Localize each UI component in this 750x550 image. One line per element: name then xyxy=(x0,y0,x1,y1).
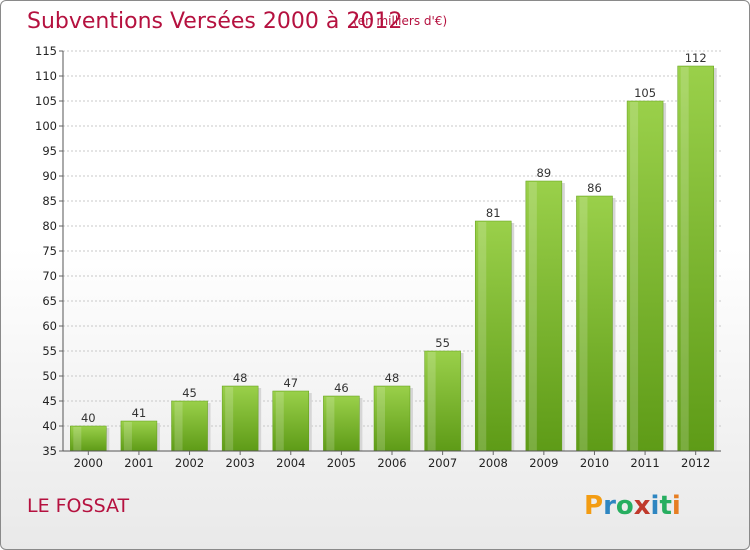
y-tick-label: 60 xyxy=(42,319,57,333)
y-tick-label: 105 xyxy=(35,94,57,108)
y-tick-label: 35 xyxy=(42,444,57,458)
bar-highlight xyxy=(123,422,132,451)
bar-highlight xyxy=(73,427,82,451)
y-tick-label: 45 xyxy=(42,394,57,408)
x-tick-label: 2003 xyxy=(226,456,255,470)
x-tick-label: 2012 xyxy=(681,456,710,470)
bar-value-label: 55 xyxy=(435,336,450,350)
bar-value-label: 86 xyxy=(587,181,602,195)
bar-value-label: 41 xyxy=(132,406,147,420)
y-tick-label: 50 xyxy=(42,369,57,383)
logo-letter: t xyxy=(659,491,672,521)
y-tick-label: 70 xyxy=(42,269,57,283)
bar-2003 xyxy=(221,385,259,452)
y-tick-label: 85 xyxy=(42,194,57,208)
y-tick-label: 90 xyxy=(42,169,57,183)
bar-highlight xyxy=(377,387,385,451)
y-tick-label: 115 xyxy=(35,44,57,58)
y-tick-label: 95 xyxy=(42,144,57,158)
bar-value-label: 45 xyxy=(182,386,197,400)
x-tick-label: 2001 xyxy=(124,456,153,470)
bar-2000 xyxy=(70,425,107,452)
bar-highlight xyxy=(174,402,183,451)
logo-letter: r xyxy=(603,491,616,521)
y-tick-label: 65 xyxy=(42,294,57,308)
bar-highlight xyxy=(478,222,487,451)
commune-name: LE FOSSAT xyxy=(27,495,130,517)
bar-2011 xyxy=(626,100,664,452)
x-tick-label: 2004 xyxy=(276,456,305,470)
logo-letter: x xyxy=(633,491,651,521)
chart-unit: (en milliers d'€) xyxy=(353,14,448,28)
y-tick-label: 40 xyxy=(42,419,57,433)
bar-2012 xyxy=(677,65,714,452)
y-tick-label: 110 xyxy=(35,69,57,83)
logo-letter: i xyxy=(671,491,681,521)
bar-2004 xyxy=(272,390,310,452)
bar-value-label: 46 xyxy=(334,381,349,395)
bar-2008 xyxy=(474,220,512,452)
bar-2006 xyxy=(373,385,411,452)
x-tick-label: 2005 xyxy=(327,456,356,470)
logo-letter: P xyxy=(584,491,604,521)
bar-2009 xyxy=(525,180,563,452)
proxiti-logo: Proxiti xyxy=(584,491,681,521)
bar-highlight xyxy=(275,392,284,451)
bar-value-label: 47 xyxy=(283,376,298,390)
x-tick-label: 2008 xyxy=(479,456,508,470)
bar-highlight xyxy=(225,387,234,451)
bar-highlight xyxy=(630,102,639,451)
bar-value-label: 105 xyxy=(634,86,656,100)
bar-highlight xyxy=(427,352,436,451)
bar-2001 xyxy=(120,420,158,452)
bar-2007 xyxy=(424,350,461,452)
y-tick-label: 55 xyxy=(42,344,57,358)
y-tick-label: 100 xyxy=(35,119,57,133)
x-tick-label: 2007 xyxy=(428,456,457,470)
bar-2010 xyxy=(576,195,613,452)
x-tick-label: 2002 xyxy=(175,456,204,470)
bar-2005 xyxy=(323,395,360,452)
logo-letter: o xyxy=(615,491,634,521)
y-tick-label: 75 xyxy=(42,244,57,258)
bar-highlight xyxy=(326,397,335,451)
x-tick-label: 2009 xyxy=(529,456,558,470)
bar-highlight xyxy=(528,182,537,451)
bar-value-label: 48 xyxy=(233,371,248,385)
logo-letter: i xyxy=(650,491,660,521)
x-tick-label: 2011 xyxy=(630,456,659,470)
bar-highlight xyxy=(680,67,689,451)
bar-highlight xyxy=(579,197,588,451)
x-tick-label: 2000 xyxy=(74,456,103,470)
bar-value-label: 40 xyxy=(81,411,96,425)
x-tick-label: 2010 xyxy=(580,456,609,470)
bar-value-label: 48 xyxy=(385,371,400,385)
y-tick-label: 80 xyxy=(42,219,57,233)
x-tick-label: 2006 xyxy=(377,456,406,470)
bar-2002 xyxy=(171,400,208,452)
bar-value-label: 112 xyxy=(685,51,707,65)
bar-value-label: 81 xyxy=(486,206,501,220)
bar-value-label: 89 xyxy=(537,166,552,180)
chart-title: Subventions Versées 2000 à 2012 xyxy=(27,9,403,34)
